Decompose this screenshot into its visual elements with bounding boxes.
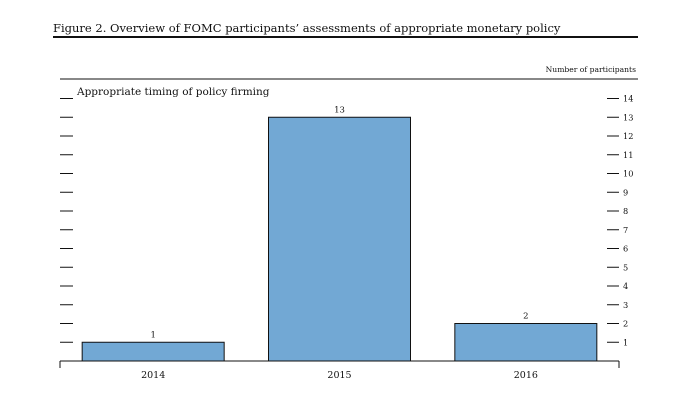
y-tick-label: 7 — [623, 225, 628, 235]
category-label-group: 2014 2015 2016 — [141, 370, 538, 381]
y-tick-label: 4 — [623, 281, 628, 291]
y-tick-label: 8 — [623, 206, 628, 216]
y-tick-label: 9 — [623, 187, 628, 197]
bar-group: 1 13 2 — [81, 105, 598, 362]
bar-2015 — [268, 116, 411, 362]
y-tick-label: 2 — [623, 319, 628, 329]
y-tick-label: 6 — [623, 244, 628, 254]
y-tick-label: 3 — [623, 300, 628, 310]
figure-title: Figure 2. Overview of FOMC participants’… — [53, 21, 561, 35]
y-tick-label: 12 — [623, 131, 633, 141]
y-tick-label: 14 — [623, 94, 633, 104]
left-tick-group — [60, 98, 73, 343]
y-tick-label: 13 — [623, 112, 633, 122]
y-tick-label: 5 — [623, 262, 628, 272]
title-rule — [53, 36, 638, 38]
y-tick-label: 1 — [623, 337, 628, 347]
category-label-2014: 2014 — [141, 370, 165, 381]
bar-2014 — [81, 341, 225, 362]
bar-2016 — [454, 323, 598, 362]
chart-title: Appropriate timing of policy firming — [76, 86, 270, 98]
y-tick-label: 10 — [623, 169, 633, 179]
data-label-2016: 2 — [523, 312, 528, 322]
y-tick-label: 11 — [623, 150, 633, 160]
y-axis-label: Number of participants — [546, 65, 636, 74]
category-label-2016: 2016 — [514, 370, 538, 381]
category-label-2015: 2015 — [327, 370, 351, 381]
data-label-2014: 1 — [150, 330, 155, 340]
data-label-2015: 13 — [334, 105, 345, 115]
